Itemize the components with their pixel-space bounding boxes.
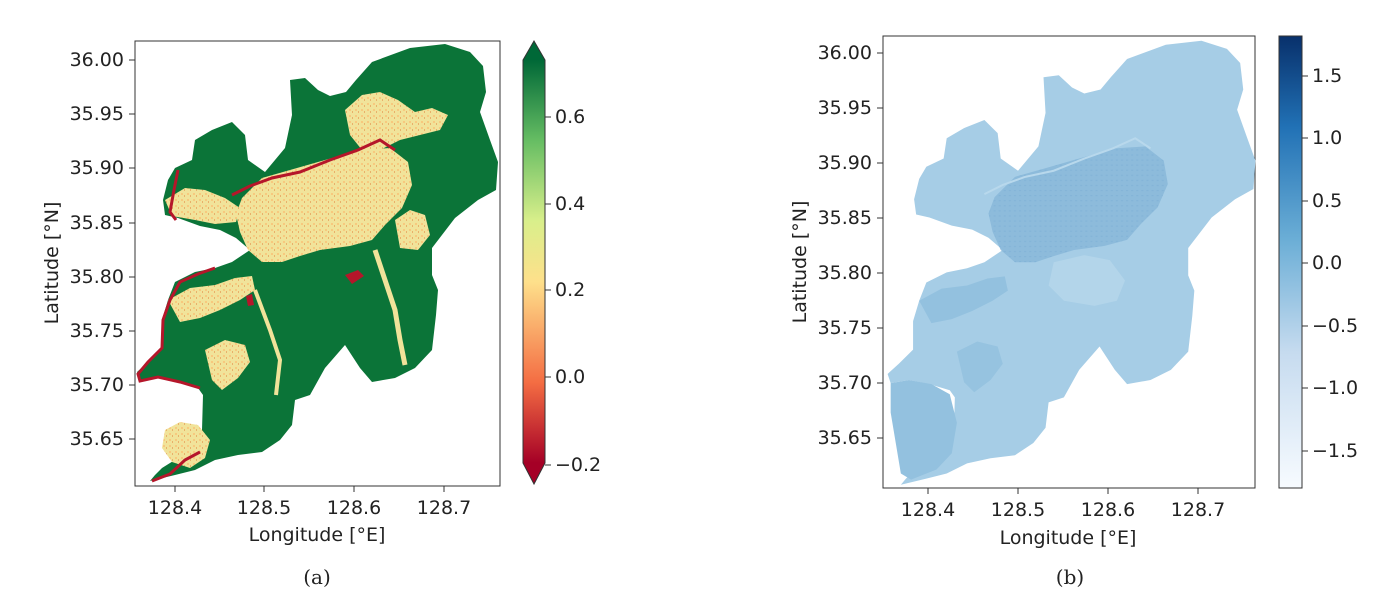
urban-ribbon-a: [372, 249, 408, 366]
colorbar-tick-label: −1.0: [1312, 377, 1358, 399]
x-tick-label: 128.7: [417, 497, 471, 519]
colorbar-extend-min-a: [523, 463, 545, 484]
urban-ribbon2-a: [253, 289, 283, 396]
y-axis-label: Latitude [°N]: [41, 202, 63, 325]
colorbar-tick-label: −0.5: [1312, 315, 1358, 337]
x-axis-a: 128.4 128.5 128.6 128.7 Longitude [°E]: [148, 486, 471, 546]
reservoir-a: [345, 270, 364, 284]
x-tick-label: 128.5: [991, 499, 1045, 521]
river-edge-sw-a: [136, 266, 216, 390]
y-tick-label: 35.80: [818, 262, 872, 284]
colorbar-tick-label: 0.4: [555, 193, 585, 215]
y-tick-label: 35.90: [70, 157, 124, 179]
colorbar-outline-a: [522, 40, 546, 486]
colorbar-tick-label: 0.0: [555, 366, 585, 388]
y-tick-label: 35.95: [818, 97, 872, 119]
y-axis-b: 36.00 35.95 35.90 35.85 35.80 35.75 35.7…: [789, 42, 883, 449]
colorbar-tick-label: −0.2: [555, 454, 601, 476]
ridge-b: [1048, 255, 1126, 306]
river-b: [983, 137, 1152, 196]
x-axis-b: 128.4 128.5 128.6 128.7 Longitude [°E]: [901, 488, 1225, 549]
x-tick-label: 128.6: [1081, 499, 1135, 521]
colorbar-b: 1.5 1.0 0.5 0.0 −0.5 −1.0 −1.5: [1278, 35, 1358, 489]
y-axis-label: Latitude [°N]: [789, 201, 811, 324]
y-tick-label: 35.65: [70, 428, 124, 450]
urban-east-a: [395, 210, 430, 250]
y-tick-label: 35.90: [818, 152, 872, 174]
urban-southtip-a: [162, 422, 210, 468]
colorbar-tick-label: 1.5: [1312, 65, 1342, 87]
urban-north-a: [345, 92, 448, 150]
urban-southtip-b: [890, 380, 957, 480]
colorbar-extend-max-a: [523, 41, 545, 60]
caption-a: (a): [303, 565, 331, 589]
colorbar-tick-label: 1.0: [1312, 127, 1342, 149]
x-tick-label: 128.4: [901, 499, 955, 521]
y-tick-label: 36.00: [818, 42, 872, 64]
y-tick-label: 35.70: [70, 374, 124, 396]
river-a: [231, 138, 396, 197]
colorbar-tick-label: 0.0: [1312, 252, 1342, 274]
y-tick-label: 35.75: [70, 320, 124, 342]
reservoir2-a: [246, 294, 254, 306]
colorbar-tick-label: −1.5: [1312, 440, 1358, 462]
urban-south-a: [205, 340, 250, 390]
colorbar-gradient-b: [1278, 35, 1303, 489]
urban-south-b: [956, 341, 1003, 393]
x-tick-label: 128.7: [1171, 499, 1225, 521]
x-tick-label: 128.6: [327, 497, 381, 519]
y-tick-label: 36.00: [70, 49, 124, 71]
panel-b: 128.4 128.5 128.6 128.7 Longitude [°E] 3…: [789, 35, 1358, 589]
river-edge-west-a: [168, 169, 180, 221]
colorbar-tick-label: 0.6: [555, 106, 585, 128]
x-axis-label: Longitude [°E]: [1000, 527, 1137, 549]
x-axis-label: Longitude [°E]: [249, 524, 386, 546]
x-tick-label: 128.5: [237, 497, 291, 519]
map-a: [136, 44, 498, 483]
y-tick-label: 35.95: [70, 103, 124, 125]
y-axis-a: 36.00 35.95 35.90 35.85 35.80 35.75 35.7…: [41, 49, 135, 450]
colorbar-tick-label: 0.5: [1312, 190, 1342, 212]
y-tick-label: 35.75: [818, 317, 872, 339]
caption-b: (b): [1056, 565, 1084, 589]
map-b: [887, 40, 1256, 485]
river-edge-south-a: [151, 450, 201, 483]
panel-a: 128.4 128.5 128.6 128.7 Longitude [°E] 3…: [41, 40, 601, 589]
colorbar-a: 0.6 0.4 0.2 0.0 −0.2: [522, 40, 601, 486]
x-tick-label: 128.4: [148, 497, 202, 519]
y-tick-label: 35.80: [70, 266, 124, 288]
y-tick-label: 35.85: [818, 207, 872, 229]
urban-sw-a: [168, 276, 255, 322]
urban-west-a: [165, 188, 240, 224]
colorbar-gradient-a: [523, 60, 545, 463]
y-tick-label: 35.70: [818, 372, 872, 394]
urban-sw-b: [919, 276, 1008, 324]
y-tick-label: 35.65: [818, 427, 872, 449]
y-tick-label: 35.85: [70, 212, 124, 234]
colorbar-tick-label: 0.2: [555, 279, 585, 301]
